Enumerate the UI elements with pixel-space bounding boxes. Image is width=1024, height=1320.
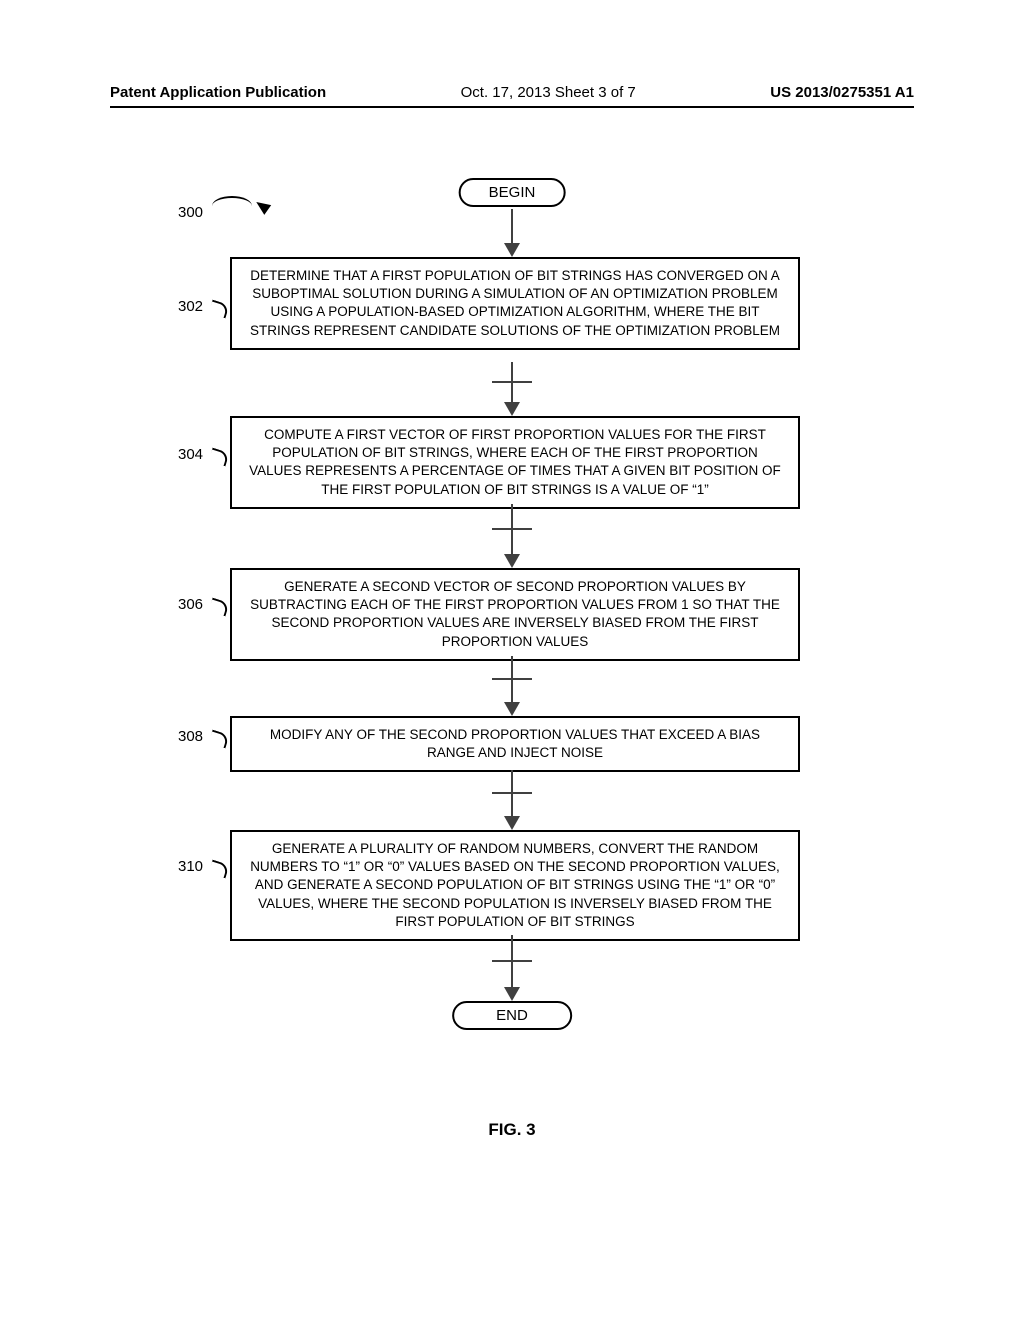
ref-300: 300 (178, 204, 203, 221)
arrowhead-310-end (504, 987, 520, 1001)
arrow-310-end (511, 935, 513, 989)
curve-300 (212, 196, 252, 216)
ref-310: 310 (178, 858, 203, 875)
tail-306 (208, 598, 229, 617)
crossing-306-308 (492, 678, 532, 680)
page-header: Patent Application Publication Oct. 17, … (0, 84, 1024, 101)
arrowhead-begin-302 (504, 243, 520, 257)
box-302: DETERMINE THAT A FIRST POPULATION OF BIT… (230, 257, 800, 350)
ref-302: 302 (178, 298, 203, 315)
arrowhead-306-308 (504, 702, 520, 716)
header-rule (110, 106, 914, 108)
ref-304: 304 (178, 446, 203, 463)
box-310: GENERATE A PLURALITY OF RANDOM NUMBERS, … (230, 830, 800, 941)
arrow-304-306 (511, 504, 513, 556)
ref-306: 306 (178, 596, 203, 613)
ref-308: 308 (178, 728, 203, 745)
figure-label: FIG. 3 (488, 1120, 535, 1140)
tail-302 (208, 300, 229, 319)
arrowhead-304-306 (504, 554, 520, 568)
arrowhead-302-304 (504, 402, 520, 416)
arrow-308-310 (511, 770, 513, 818)
crossing-308-310 (492, 792, 532, 794)
arrowhead-308-310 (504, 816, 520, 830)
header-right: US 2013/0275351 A1 (770, 84, 914, 101)
crossing-304-306 (492, 528, 532, 530)
box-304: COMPUTE A FIRST VECTOR OF FIRST PROPORTI… (230, 416, 800, 509)
tail-304 (208, 448, 229, 467)
begin-terminal: BEGIN (459, 178, 566, 207)
arrow-302-304 (511, 362, 513, 404)
crossing-310-end (492, 960, 532, 962)
crossing-302-304 (492, 381, 532, 383)
tail-310 (208, 860, 229, 879)
box-308: MODIFY ANY OF THE SECOND PROPORTION VALU… (230, 716, 800, 772)
tail-308 (208, 730, 229, 749)
header-center: Oct. 17, 2013 Sheet 3 of 7 (461, 84, 636, 101)
end-terminal: END (452, 1001, 572, 1030)
pointer-300 (253, 197, 271, 215)
box-306: GENERATE A SECOND VECTOR OF SECOND PROPO… (230, 568, 800, 661)
arrow-begin-302 (511, 209, 513, 245)
arrow-306-308 (511, 656, 513, 704)
header-left: Patent Application Publication (110, 84, 326, 101)
